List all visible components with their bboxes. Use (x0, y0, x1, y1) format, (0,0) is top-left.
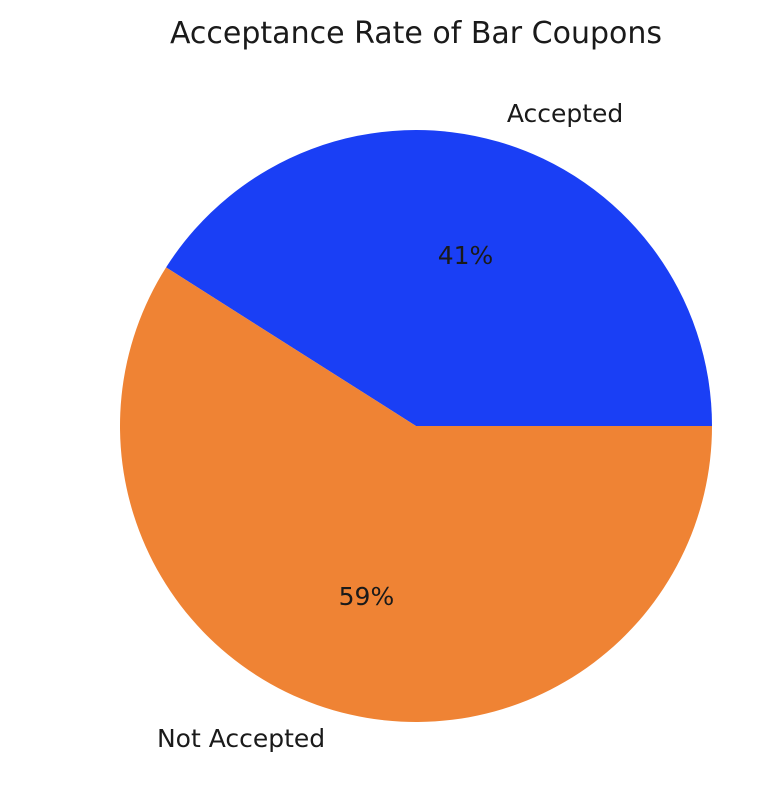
slice-percent-not-accepted: 59% (339, 582, 395, 611)
slice-label-not-accepted: Not Accepted (157, 724, 325, 753)
slice-label-accepted: Accepted (507, 99, 623, 128)
pie-slices (120, 130, 713, 723)
pie-labels: Accepted 41% Not Accepted 59% (157, 99, 623, 753)
chart-title: Acceptance Rate of Bar Coupons (170, 16, 662, 51)
slice-percent-accepted: 41% (438, 241, 494, 270)
pie-slice-accepted (166, 130, 712, 427)
pie-slice-not-accepted (120, 267, 713, 723)
